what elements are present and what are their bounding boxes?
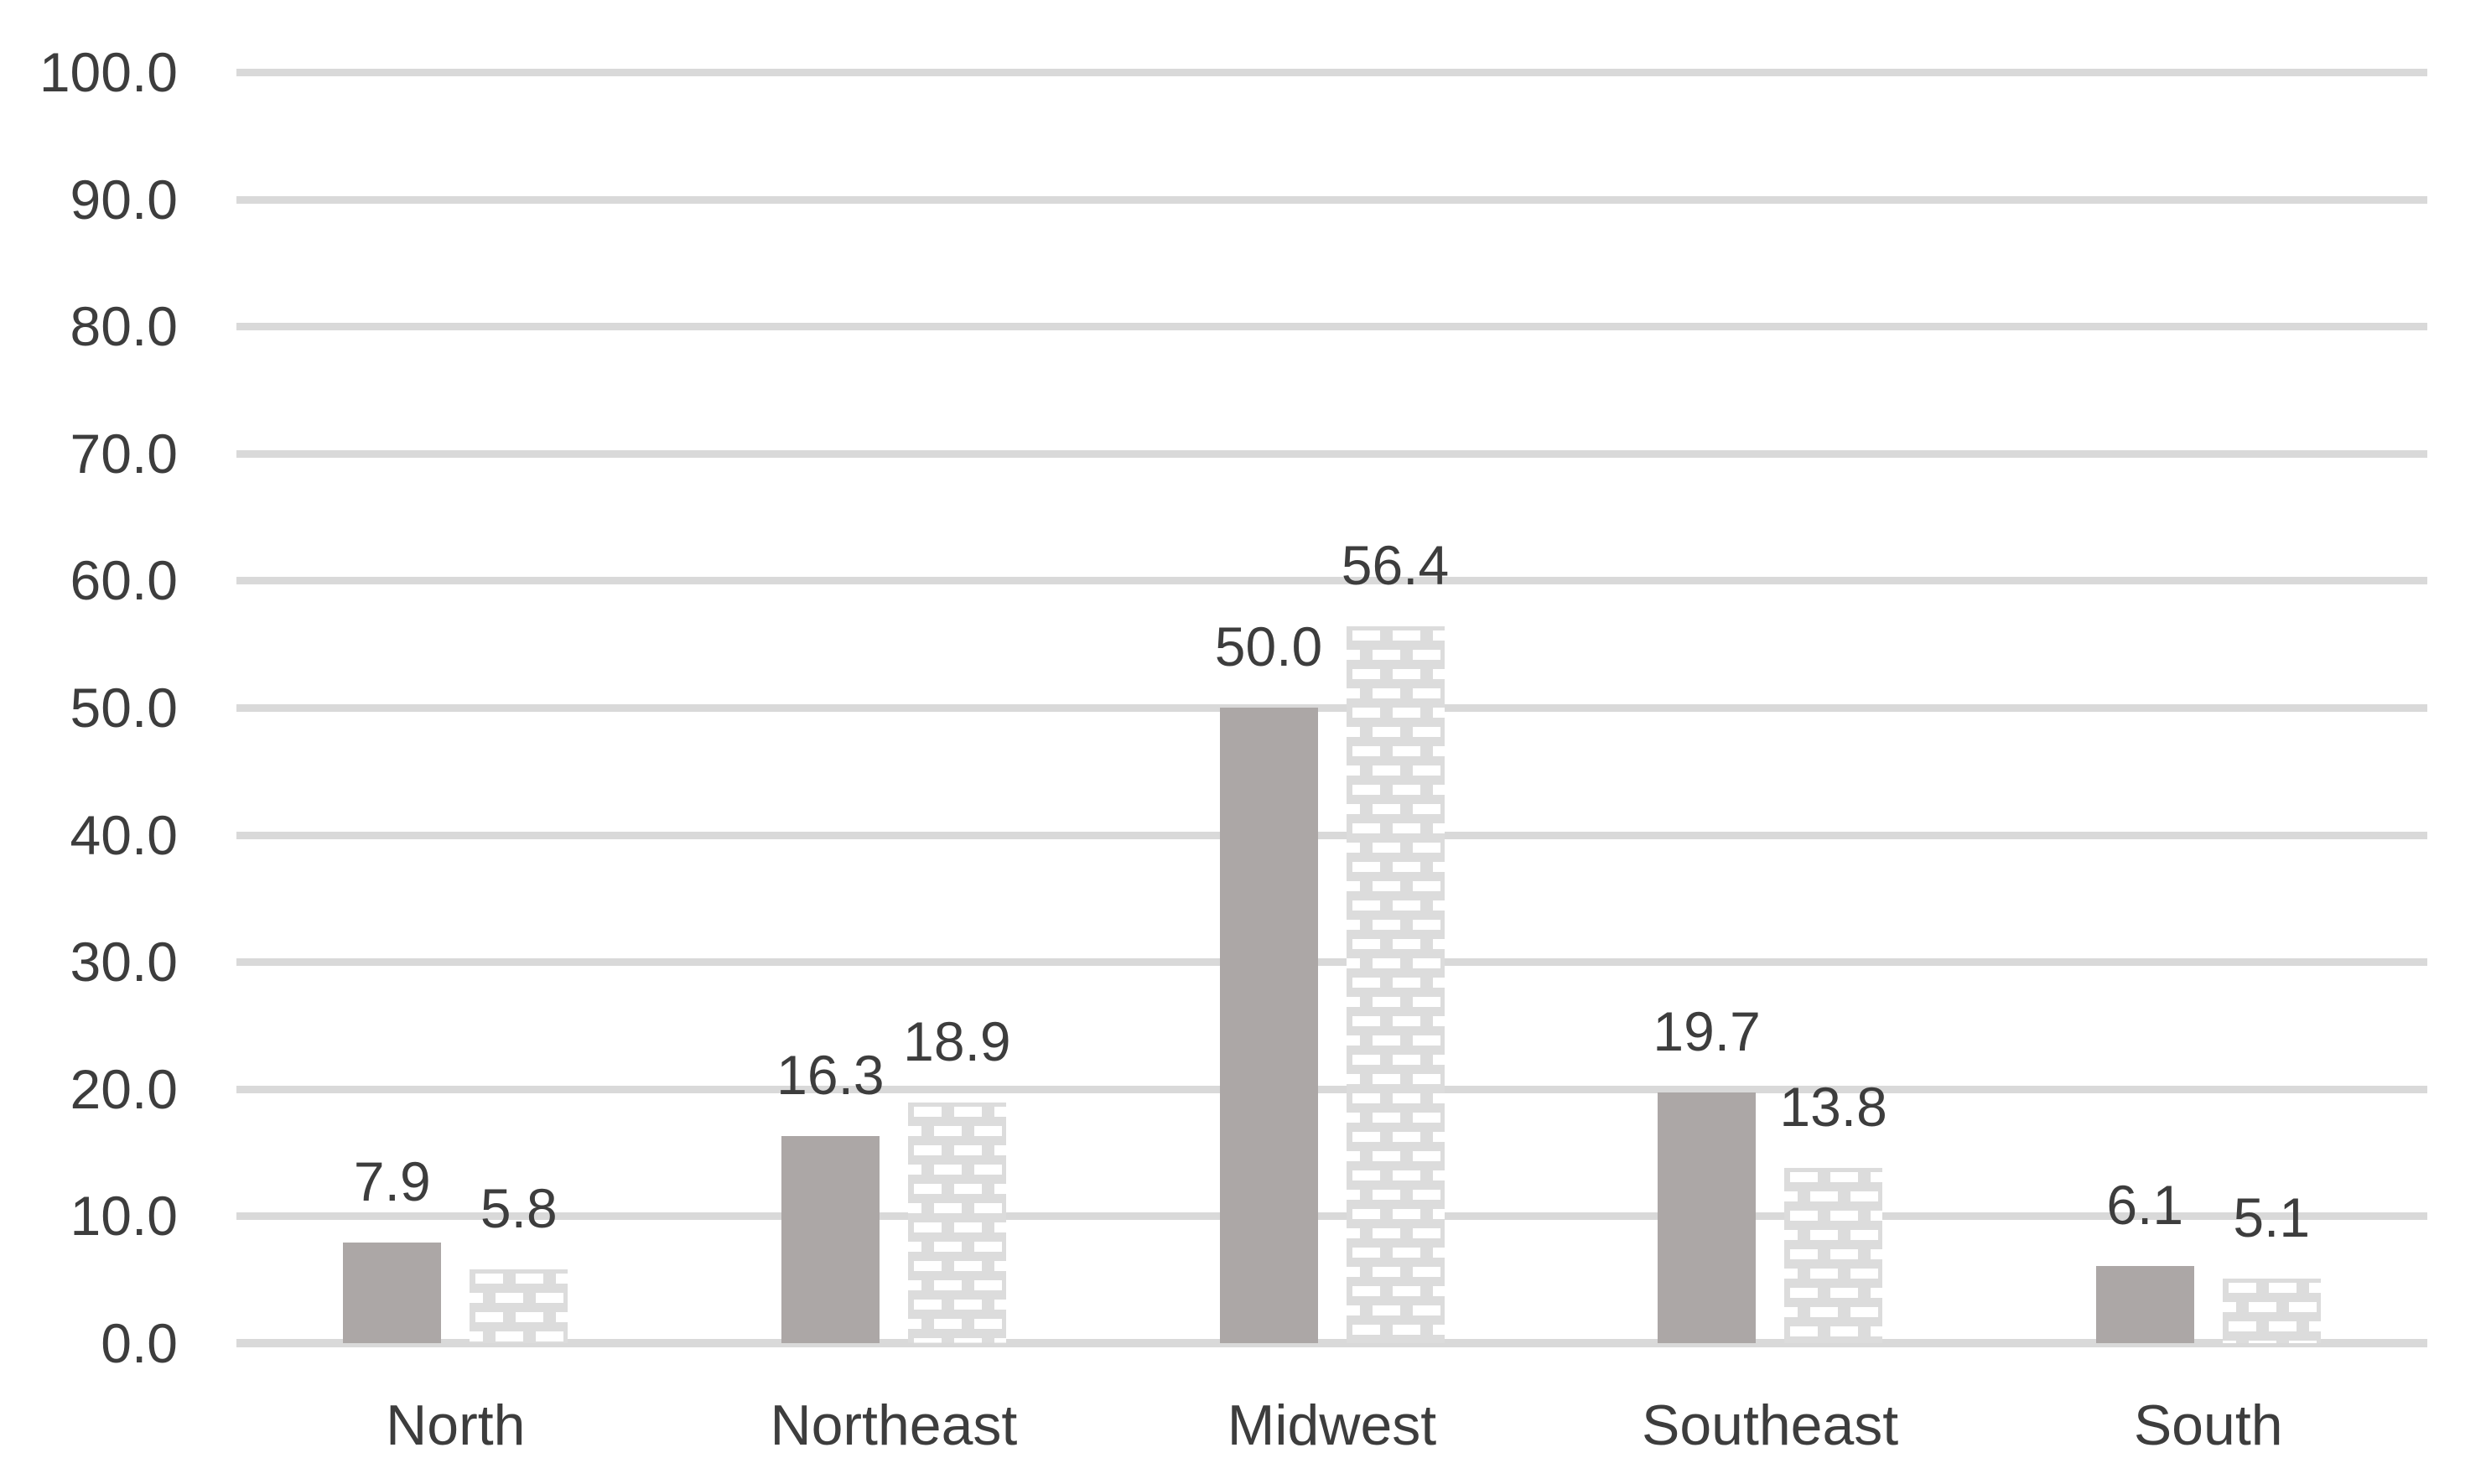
data-label-south-series-2: 5.1 — [2233, 1186, 2311, 1248]
data-label-north-series-2: 5.8 — [480, 1177, 558, 1240]
data-label-southeast-series-1: 19.7 — [1653, 1000, 1761, 1063]
y-axis-tick-label: 40.0 — [70, 803, 178, 866]
y-gridline — [236, 323, 2427, 331]
y-gridline — [236, 831, 2427, 839]
x-axis-line — [236, 1339, 2427, 1347]
data-label-northeast-series-2: 18.9 — [903, 1010, 1011, 1073]
bar-northeast-series-1 — [781, 1135, 880, 1343]
data-label-south-series-1: 6.1 — [2106, 1173, 2184, 1236]
x-axis-category-label: Midwest — [1227, 1393, 1437, 1457]
y-axis-tick-label: 90.0 — [70, 168, 178, 231]
y-axis-tick-label: 50.0 — [70, 677, 178, 739]
bar-north-series-2 — [470, 1269, 568, 1343]
y-axis-tick-label: 80.0 — [70, 295, 178, 358]
bar-south-series-1 — [2095, 1265, 2194, 1343]
bar-midwest-series-2 — [1346, 625, 1445, 1343]
x-axis-category-label: Southeast — [1641, 1393, 1899, 1457]
y-gridline — [236, 958, 2427, 967]
y-gridline — [236, 195, 2427, 204]
x-axis-category-label: Northeast — [770, 1393, 1018, 1457]
y-gridline — [236, 1085, 2427, 1093]
data-label-midwest-series-1: 50.0 — [1214, 615, 1323, 677]
y-gridline — [236, 69, 2427, 76]
bar-midwest-series-1 — [1219, 708, 1318, 1343]
y-axis-tick-label: 100.0 — [39, 41, 178, 103]
y-gridline — [236, 1212, 2427, 1221]
bar-southeast-series-2 — [1784, 1167, 1883, 1343]
y-axis-tick-label: 20.0 — [70, 1057, 178, 1120]
y-axis-tick-label: 60.0 — [70, 549, 178, 612]
y-gridline — [236, 704, 2427, 712]
bar-south-series-2 — [2222, 1278, 2321, 1343]
data-label-north-series-1: 7.9 — [353, 1150, 431, 1213]
y-axis-tick-label: 30.0 — [70, 931, 178, 994]
data-label-midwest-series-2: 56.4 — [1341, 533, 1450, 596]
y-gridline — [236, 577, 2427, 585]
data-label-northeast-series-1: 16.3 — [776, 1043, 885, 1106]
x-axis-category-label: North — [386, 1393, 526, 1457]
y-axis-tick-label: 10.0 — [70, 1185, 178, 1248]
bar-southeast-series-1 — [1658, 1092, 1757, 1343]
y-gridline — [236, 449, 2427, 458]
x-axis-category-label: South — [2133, 1393, 2283, 1457]
y-axis-tick-label: 0.0 — [101, 1312, 178, 1374]
y-axis-tick-label: 70.0 — [70, 422, 178, 485]
data-label-southeast-series-2: 13.8 — [1779, 1075, 1887, 1138]
bar-north-series-1 — [343, 1243, 442, 1343]
bar-northeast-series-2 — [907, 1103, 1006, 1343]
